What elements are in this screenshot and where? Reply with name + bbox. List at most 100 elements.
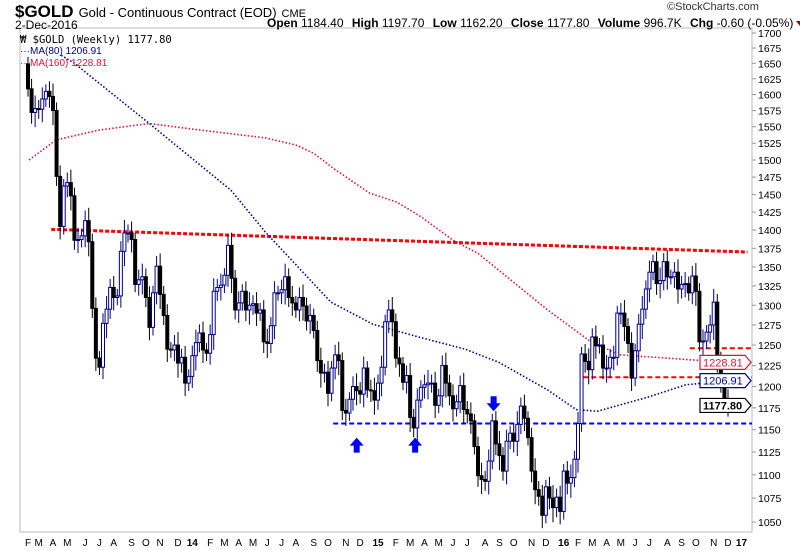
candle-body bbox=[483, 478, 488, 482]
candle bbox=[586, 348, 591, 385]
candle bbox=[143, 268, 148, 308]
dotted-line-icon: ··· bbox=[20, 46, 30, 57]
x-tick-label: N bbox=[157, 538, 164, 549]
candle-body bbox=[272, 292, 277, 327]
candle-body bbox=[551, 497, 555, 509]
candle-body bbox=[515, 423, 520, 442]
candle-body bbox=[497, 443, 502, 457]
candle-body bbox=[315, 330, 320, 362]
candle-body bbox=[447, 382, 452, 397]
candle bbox=[515, 411, 520, 457]
candle bbox=[183, 345, 188, 397]
candle bbox=[118, 241, 123, 308]
candle bbox=[576, 411, 580, 473]
candle bbox=[322, 363, 327, 383]
candle bbox=[279, 279, 284, 305]
candle bbox=[626, 318, 630, 353]
candle-body bbox=[261, 309, 266, 343]
candle bbox=[33, 95, 38, 128]
candle-body bbox=[197, 332, 202, 344]
x-tick-label: A bbox=[235, 538, 242, 549]
y-tick-label: 1500 bbox=[758, 155, 782, 167]
candle bbox=[168, 342, 173, 358]
candle bbox=[472, 413, 477, 455]
x-tick-label: 16 bbox=[558, 538, 570, 549]
candle bbox=[51, 83, 55, 126]
candle bbox=[111, 275, 116, 311]
candle bbox=[543, 479, 548, 524]
price-tag: 1177.80 bbox=[699, 397, 752, 414]
candle-body bbox=[101, 322, 105, 368]
candle bbox=[201, 321, 205, 363]
open-value: 1184.40 bbox=[301, 16, 344, 30]
y-tick-label: 1475 bbox=[758, 172, 782, 184]
candle bbox=[426, 369, 430, 400]
candle bbox=[104, 296, 109, 339]
candle bbox=[390, 296, 395, 337]
candle-body bbox=[683, 283, 688, 286]
price-tag-text: 1177.80 bbox=[703, 400, 742, 412]
x-tick-label: J bbox=[265, 538, 270, 549]
x-tick-label: O bbox=[510, 538, 518, 549]
candle bbox=[501, 447, 505, 481]
candle-body bbox=[540, 495, 545, 516]
candle-body bbox=[201, 332, 205, 351]
candle bbox=[86, 207, 91, 257]
candle bbox=[208, 324, 213, 365]
candle-body bbox=[486, 460, 491, 482]
candle bbox=[161, 285, 166, 325]
candle-body bbox=[690, 275, 695, 294]
y-tick-label: 1575 bbox=[758, 106, 782, 118]
candle-body bbox=[479, 475, 484, 480]
candle-body bbox=[147, 296, 152, 328]
candle bbox=[368, 379, 373, 402]
candle-body bbox=[715, 301, 720, 364]
candle bbox=[286, 268, 291, 308]
candle-body bbox=[593, 336, 598, 347]
candle-body bbox=[72, 195, 77, 241]
candle-body bbox=[461, 385, 466, 411]
candle bbox=[679, 275, 684, 299]
candle bbox=[97, 351, 102, 376]
low-value: 1162.20 bbox=[460, 16, 503, 30]
candle bbox=[354, 373, 359, 406]
candle bbox=[701, 329, 705, 355]
candle bbox=[379, 355, 384, 397]
candle bbox=[686, 276, 691, 301]
candle bbox=[590, 328, 595, 380]
legend-ma160-text: MA(160) 1228.81 bbox=[30, 58, 108, 69]
resistance-trendline bbox=[51, 227, 748, 254]
candle-body bbox=[358, 390, 363, 395]
candle-body bbox=[661, 261, 666, 282]
candle-body bbox=[665, 261, 670, 278]
candle-body bbox=[647, 271, 652, 290]
x-tick-label: J bbox=[647, 538, 652, 549]
candle-body bbox=[115, 295, 120, 298]
candle-body bbox=[361, 367, 366, 395]
candle bbox=[43, 84, 48, 107]
candle-body bbox=[704, 331, 709, 342]
candle-body bbox=[297, 296, 302, 311]
candle bbox=[601, 335, 605, 380]
legend-price-text: $GOLD (Weekly) 1177.80 bbox=[32, 34, 172, 46]
candle-body bbox=[679, 283, 684, 290]
candle-body bbox=[329, 367, 334, 394]
candle-body bbox=[168, 348, 173, 351]
high-label: High bbox=[351, 16, 379, 30]
candle bbox=[326, 360, 330, 407]
arrow-up-icon bbox=[349, 437, 364, 453]
down-triangle-icon bbox=[796, 21, 800, 27]
candle bbox=[447, 374, 452, 406]
candle bbox=[47, 81, 52, 108]
x-tick-label: N bbox=[710, 538, 717, 549]
candle-body bbox=[290, 296, 295, 304]
candle-body bbox=[143, 276, 148, 298]
candle bbox=[454, 394, 459, 417]
candle-body bbox=[686, 283, 691, 294]
candle bbox=[165, 304, 170, 363]
candle bbox=[711, 289, 716, 340]
candle bbox=[315, 320, 320, 372]
candle bbox=[365, 361, 370, 398]
x-tick-label: M bbox=[406, 538, 414, 549]
candle-body bbox=[293, 302, 298, 311]
